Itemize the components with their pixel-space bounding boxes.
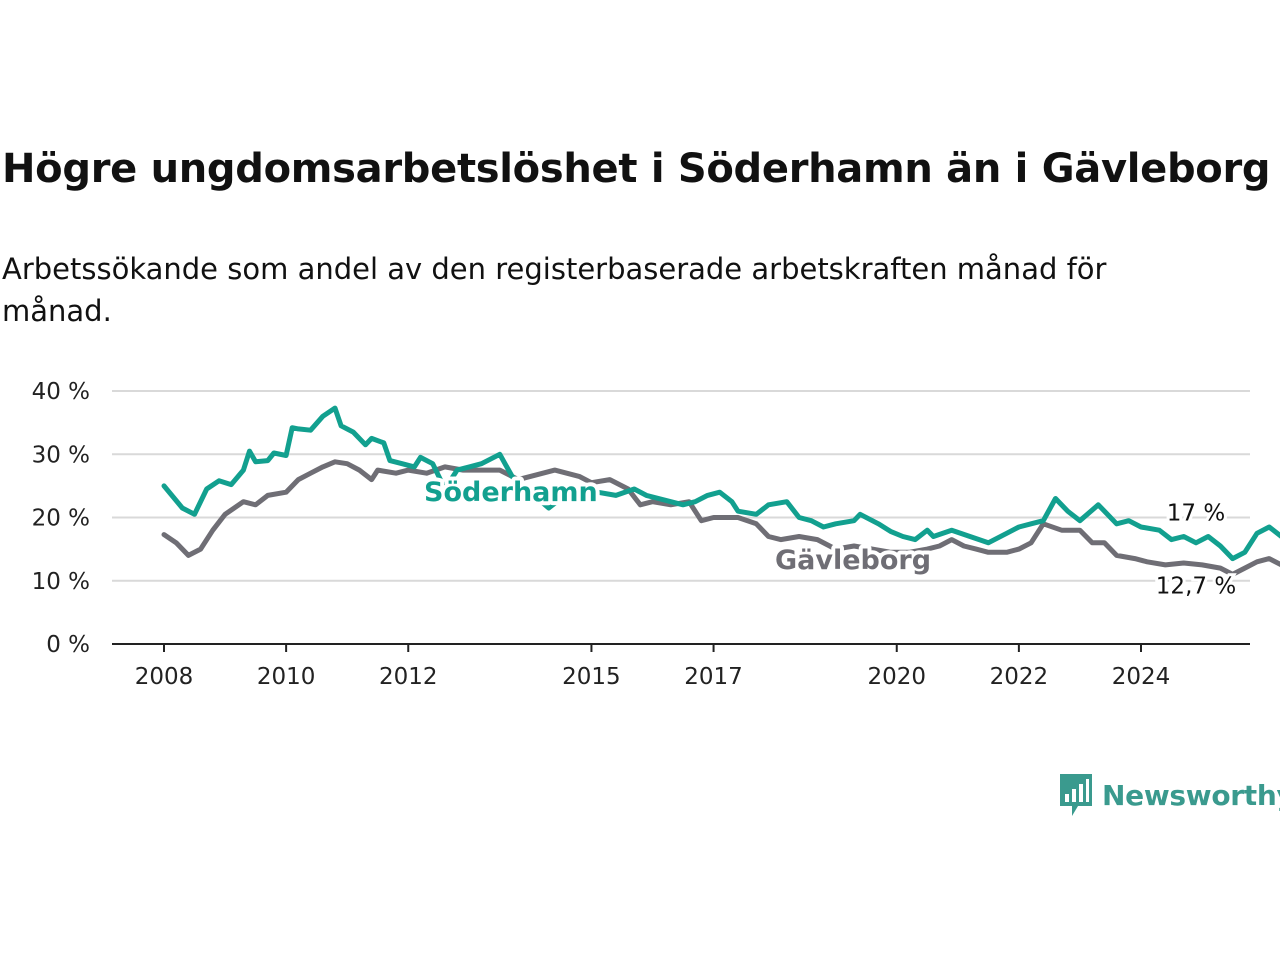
y-tick-label: 40 % [32,379,90,405]
x-tick-label: 2017 [684,664,743,690]
series-line-soderhamn [161,405,1280,562]
x-tick-label: 2010 [257,664,316,690]
y-tick-label: 30 % [32,442,90,468]
series-label-soderhamn: Söderhamn [424,477,598,508]
newsworthy-logo: Newsworthy [1058,772,1280,818]
bar-chart-speech-bubble-icon [1060,774,1092,816]
x-tick-label: 2024 [1112,664,1171,690]
series-line-gavleborg [161,459,1280,577]
end-value-label-soderhamn: 17 % [1167,500,1225,526]
x-axis-ticks: 2008 2010 2012 2015 2017 2020 2022 2024 [135,644,1171,690]
x-tick-label: 2020 [867,664,926,690]
line-chart: 0 % 10 % 20 % 30 % 40 % 2008 2010 2012 2015 2017… [32,379,1280,690]
series-labels: Söderhamn Gävleborg 17 % 12,7 % [420,473,1239,603]
y-tick-label: 20 % [32,506,90,532]
series-lines [161,405,1280,577]
y-axis-ticks: 0 % 10 % 20 % 30 % 40 % [32,379,90,658]
gridlines [112,390,1250,582]
y-tick-label: 0 % [46,632,90,658]
series-label-gavleborg: Gävleborg [775,545,931,576]
chart-subtitle: Arbetssökande som andel av den registerb… [2,252,1107,328]
end-value-label-gavleborg: 12,7 % [1156,574,1236,600]
y-tick-label: 10 % [32,569,90,595]
x-tick-label: 2008 [135,664,194,690]
x-tick-label: 2015 [562,664,621,690]
brand-name: Newsworthy [1102,778,1280,812]
x-tick-label: 2022 [990,664,1049,690]
x-tick-label: 2012 [379,664,438,690]
chart-title: Högre ungdomsarbetslöshet i Söderhamn än… [2,146,1271,192]
